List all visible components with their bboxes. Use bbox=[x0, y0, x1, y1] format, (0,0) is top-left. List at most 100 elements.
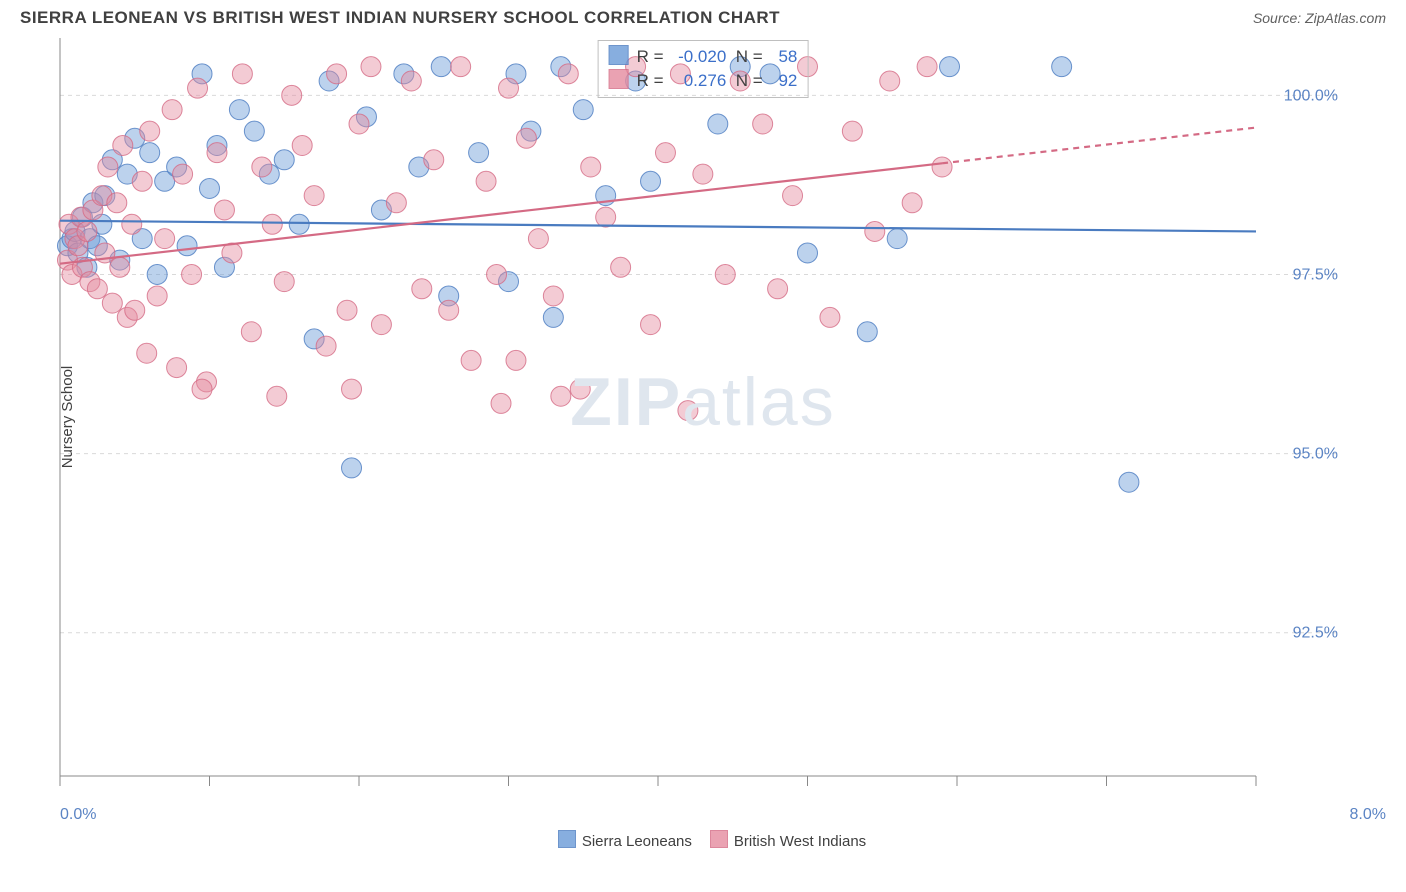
data-point bbox=[137, 343, 157, 363]
legend-series-label: British West Indians bbox=[734, 833, 866, 850]
data-point bbox=[476, 171, 496, 191]
scatter-chart-svg: 92.5%95.0%97.5%100.0% bbox=[20, 32, 1346, 802]
data-point bbox=[98, 157, 118, 177]
data-point bbox=[342, 379, 362, 399]
stats-legend-row: R = 0.276 N = 92 bbox=[609, 69, 798, 93]
data-point bbox=[177, 236, 197, 256]
data-point bbox=[267, 386, 287, 406]
data-point bbox=[611, 257, 631, 277]
data-point bbox=[182, 264, 202, 284]
stat-n-label: N = bbox=[726, 47, 767, 66]
data-point bbox=[241, 322, 261, 342]
data-point bbox=[77, 221, 97, 241]
data-point bbox=[857, 322, 877, 342]
stat-n-value: 58 bbox=[767, 45, 797, 69]
svg-text:92.5%: 92.5% bbox=[1293, 625, 1338, 642]
data-point bbox=[573, 100, 593, 120]
data-point bbox=[820, 307, 840, 327]
data-point bbox=[361, 57, 381, 77]
data-point bbox=[887, 229, 907, 249]
data-point bbox=[932, 157, 952, 177]
stat-n-label: N = bbox=[726, 71, 767, 90]
data-point bbox=[528, 229, 548, 249]
data-point bbox=[282, 85, 302, 105]
data-point bbox=[424, 150, 444, 170]
data-point bbox=[431, 57, 451, 77]
data-point bbox=[192, 379, 212, 399]
data-point bbox=[865, 221, 885, 241]
data-point bbox=[132, 171, 152, 191]
data-point bbox=[162, 100, 182, 120]
data-point bbox=[87, 279, 107, 299]
data-point bbox=[708, 114, 728, 134]
data-point bbox=[543, 286, 563, 306]
data-point bbox=[337, 300, 357, 320]
trend-line-dashed bbox=[942, 128, 1256, 164]
trend-line bbox=[60, 221, 1256, 232]
data-point bbox=[102, 293, 122, 313]
data-point bbox=[783, 186, 803, 206]
data-point bbox=[506, 350, 526, 370]
y-axis-label: Nursery School bbox=[59, 366, 76, 469]
legend-swatch bbox=[609, 45, 629, 65]
x-axis-max-label: 8.0% bbox=[1350, 806, 1386, 824]
data-point bbox=[274, 150, 294, 170]
data-point bbox=[753, 114, 773, 134]
data-point bbox=[570, 379, 590, 399]
data-point bbox=[155, 229, 175, 249]
data-point bbox=[655, 143, 675, 163]
data-point bbox=[342, 458, 362, 478]
data-point bbox=[371, 315, 391, 335]
data-point bbox=[262, 214, 282, 234]
data-point bbox=[292, 135, 312, 155]
data-point bbox=[543, 307, 563, 327]
data-point bbox=[244, 121, 264, 141]
data-point bbox=[678, 401, 698, 421]
data-point bbox=[798, 243, 818, 263]
data-point bbox=[167, 358, 187, 378]
data-point bbox=[917, 57, 937, 77]
data-point bbox=[107, 193, 127, 213]
data-point bbox=[232, 64, 252, 84]
x-axis-min-label: 0.0% bbox=[60, 806, 96, 824]
data-point bbox=[940, 57, 960, 77]
data-point bbox=[122, 214, 142, 234]
data-point bbox=[304, 186, 324, 206]
data-point bbox=[581, 157, 601, 177]
data-point bbox=[842, 121, 862, 141]
svg-text:100.0%: 100.0% bbox=[1284, 87, 1338, 104]
data-point bbox=[207, 143, 227, 163]
data-point bbox=[558, 64, 578, 84]
data-point bbox=[902, 193, 922, 213]
data-point bbox=[274, 272, 294, 292]
data-point bbox=[768, 279, 788, 299]
data-point bbox=[173, 164, 193, 184]
data-point bbox=[516, 128, 536, 148]
chart-title: SIERRA LEONEAN VS BRITISH WEST INDIAN NU… bbox=[20, 8, 780, 28]
data-point bbox=[1119, 472, 1139, 492]
stat-r-label: R = bbox=[637, 71, 669, 90]
data-point bbox=[327, 64, 347, 84]
data-point bbox=[880, 71, 900, 91]
source-label: Source: ZipAtlas.com bbox=[1253, 10, 1386, 26]
legend-series-label: Sierra Leoneans bbox=[582, 833, 692, 850]
data-point bbox=[188, 78, 208, 98]
data-point bbox=[113, 135, 133, 155]
stat-n-value: 92 bbox=[767, 69, 797, 93]
data-point bbox=[412, 279, 432, 299]
data-point bbox=[125, 300, 145, 320]
data-point bbox=[386, 193, 406, 213]
data-point bbox=[147, 286, 167, 306]
data-point bbox=[200, 178, 220, 198]
data-point bbox=[289, 214, 309, 234]
data-point bbox=[110, 257, 130, 277]
data-point bbox=[451, 57, 471, 77]
data-point bbox=[1052, 57, 1072, 77]
data-point bbox=[469, 143, 489, 163]
data-point bbox=[401, 71, 421, 91]
svg-text:97.5%: 97.5% bbox=[1293, 266, 1338, 283]
chart-area: Nursery School 92.5%95.0%97.5%100.0% ZIP… bbox=[20, 32, 1386, 802]
data-point bbox=[316, 336, 336, 356]
data-point bbox=[461, 350, 481, 370]
stat-r-label: R = bbox=[637, 47, 669, 66]
